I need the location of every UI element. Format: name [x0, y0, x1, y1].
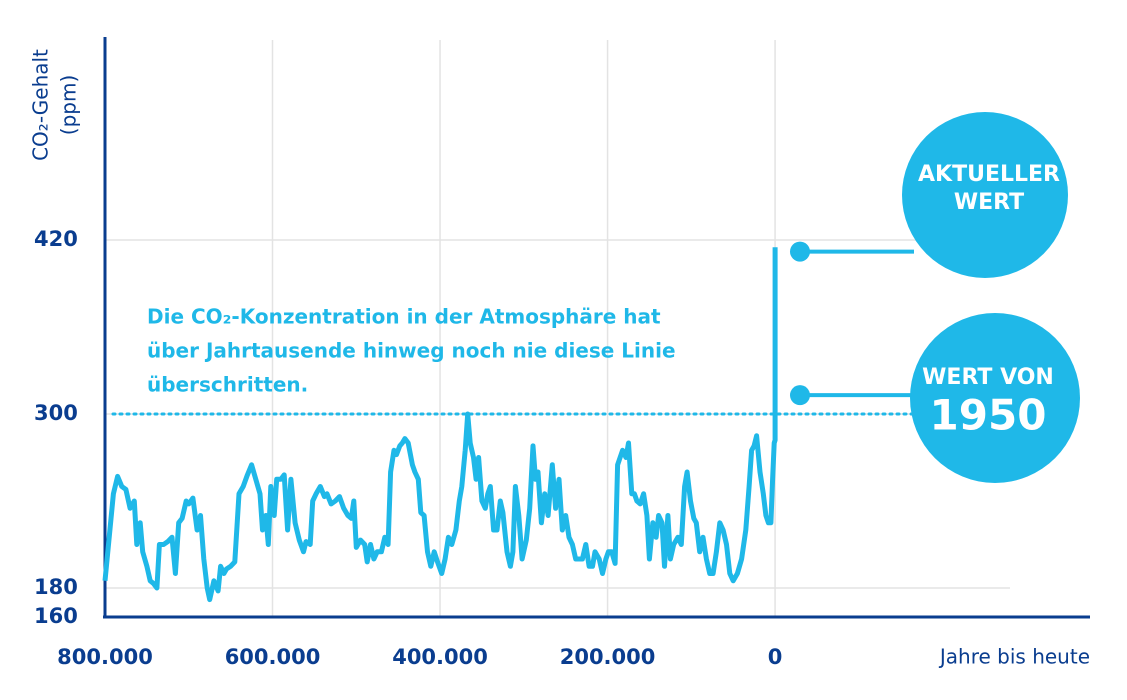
y-tick-label: 300 — [34, 401, 78, 425]
callout-dot — [790, 385, 810, 406]
x-tick-label: 0 — [768, 645, 783, 669]
y-tick-label: 160 — [34, 604, 78, 628]
x-tick-label: 600.000 — [225, 645, 321, 669]
callout-dot — [790, 241, 810, 262]
y-axis-label-line: (ppm) — [57, 75, 81, 135]
y-tick-label: 180 — [34, 575, 78, 599]
y-axis-label-line: CO₂-Gehalt — [29, 49, 53, 161]
annotation: Die CO₂-Konzentration in der Atmosphäre … — [147, 305, 661, 329]
callout-text: 1950 — [930, 391, 1047, 440]
callout-circle — [902, 112, 1068, 278]
data-line — [102, 247, 778, 603]
y-axis-label: CO₂-Gehalt (ppm) — [29, 49, 81, 161]
callout-text: AKTUELLER — [918, 162, 1060, 187]
callout-circle — [910, 313, 1080, 483]
callout-text: WERT VON — [922, 365, 1054, 390]
callout-text: WERT — [954, 190, 1024, 215]
x-axis-label: Jahre bis heute — [938, 645, 1090, 669]
annotation: überschritten. — [147, 373, 308, 397]
x-tick-label: 400.000 — [392, 645, 488, 669]
annotation: über Jahrtausende hinweg noch nie diese … — [147, 339, 676, 363]
x-tick-label: 800.000 — [57, 645, 153, 669]
x-tick-label: 200.000 — [560, 645, 656, 669]
y-tick-label: 420 — [34, 227, 78, 251]
